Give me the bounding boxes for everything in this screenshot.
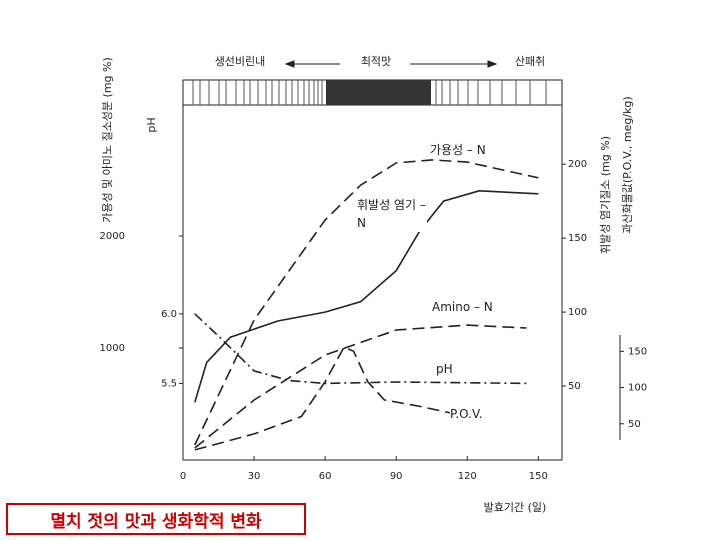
scale-label: 생선비린내: [215, 55, 266, 68]
series-line: [194, 345, 468, 451]
series-label-box: P.O.V.: [450, 405, 530, 423]
x-tick-label: 30: [248, 471, 261, 482]
series-line: [194, 189, 539, 403]
y-axis-title: 가용성 및 아미노 질소성분 (mg %): [101, 57, 114, 223]
series-line: [194, 159, 539, 446]
series-label: P.O.V.: [450, 405, 530, 423]
y3-axis-title: 과산화물값(P.O.V., meg/kg): [621, 96, 634, 233]
y-tick-label: 2000: [100, 231, 125, 242]
y-tick-label: 200: [568, 159, 587, 170]
y-tick-label: 6.0: [161, 309, 177, 320]
x-tick-label: 150: [529, 471, 548, 482]
y-tick-label: 5.5: [161, 378, 177, 389]
y-tick-label: 100: [568, 307, 587, 318]
x-tick-label: 120: [458, 471, 477, 482]
series-label-box: Amino – N: [432, 298, 532, 316]
caption: 멸치 젓의 맛과 생화학적 변화: [6, 503, 306, 535]
y2-axis-title: 휘발성 염기질소 (mg %): [599, 136, 612, 254]
series-label-box: 가용성 – N: [430, 141, 530, 159]
y-tick-label: 50: [568, 381, 581, 392]
x-tick-label: 90: [390, 471, 403, 482]
scale-label: 최적맛: [361, 55, 391, 68]
flavor-bar: [182, 79, 563, 106]
series-label: Amino – N: [432, 298, 532, 316]
series-line: [194, 324, 527, 449]
y-tick-label: 1000: [100, 343, 125, 354]
x-axis-title: 발효기간 (일): [484, 500, 547, 514]
y-tick-label: 150: [568, 233, 587, 244]
y-tick-label: 50: [628, 419, 641, 430]
scale-label: 산패취: [515, 55, 545, 68]
flavor-arrows: [284, 60, 498, 68]
series-label: 가용성 – N: [430, 141, 530, 159]
x-tick-label: 60: [319, 471, 332, 482]
series-line: [194, 313, 527, 385]
series-label: 휘발성 염기 – N: [357, 196, 427, 232]
ph-axis-title: pH: [145, 117, 158, 132]
y-tick-label: 150: [628, 346, 647, 357]
series-label: pH: [436, 360, 496, 378]
series-label-box: pH: [436, 360, 496, 378]
series-label-box: 휘발성 염기 – N: [357, 196, 427, 232]
x-tick-label: 0: [180, 471, 186, 482]
y-tick-label: 100: [628, 383, 647, 394]
